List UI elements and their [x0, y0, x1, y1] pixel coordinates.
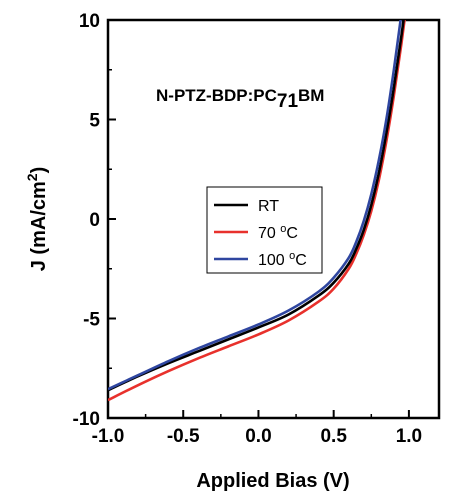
tick-labels: -1.0 -0.5 0.0 0.5 1.0 -10 -5 0 5 10: [73, 11, 423, 447]
annotation-suffix: BM: [298, 86, 324, 105]
legend-label-70c-unit: C: [286, 225, 298, 242]
x-tick-label: -0.5: [167, 426, 200, 447]
series-lines: [108, 20, 406, 402]
legend-label-100c-value: 100: [258, 252, 289, 269]
y-axis-title-superscript: 2: [24, 173, 40, 181]
y-tick-label: -5: [83, 310, 100, 331]
y-tick-label: 10: [79, 11, 100, 32]
legend-label-100c-degree: o: [289, 250, 295, 262]
y-tick-label: -10: [73, 409, 100, 430]
y-axis-title-close: ): [28, 167, 50, 174]
legend-label-rt: RT: [258, 198, 279, 215]
legend-label-70c-degree: o: [280, 223, 286, 235]
x-tick-label: 1.0: [396, 426, 422, 447]
annotation-prefix: N-PTZ-BDP:PC: [156, 86, 277, 105]
x-tick-label: -1.0: [92, 426, 125, 447]
legend-label-100c-unit: C: [295, 252, 307, 269]
x-tick-label: 0.0: [245, 426, 271, 447]
legend: RT 70 oC 100 oC: [206, 186, 323, 274]
legend-label-70c: 70 oC: [258, 223, 298, 242]
x-tick-label: 0.5: [320, 426, 347, 447]
y-tick-label: 5: [89, 111, 100, 132]
y-tick-label: 0: [89, 210, 100, 231]
series-100c-line: [108, 20, 402, 391]
material-annotation: N-PTZ-BDP:PC71BM: [156, 86, 324, 112]
annotation-subscript: 71: [277, 91, 299, 112]
y-axis-title-main: J (mA/cm: [28, 181, 50, 271]
series-rt-line: [108, 20, 405, 392]
legend-label-100c: 100 oC: [258, 250, 307, 269]
x-axis-title: Applied Bias (V): [196, 470, 349, 492]
legend-label-70c-value: 70: [258, 225, 280, 242]
axes: [106, 18, 441, 420]
y-axis-title: J (mA/cm2): [24, 167, 50, 272]
series-70c-line: [108, 20, 406, 402]
